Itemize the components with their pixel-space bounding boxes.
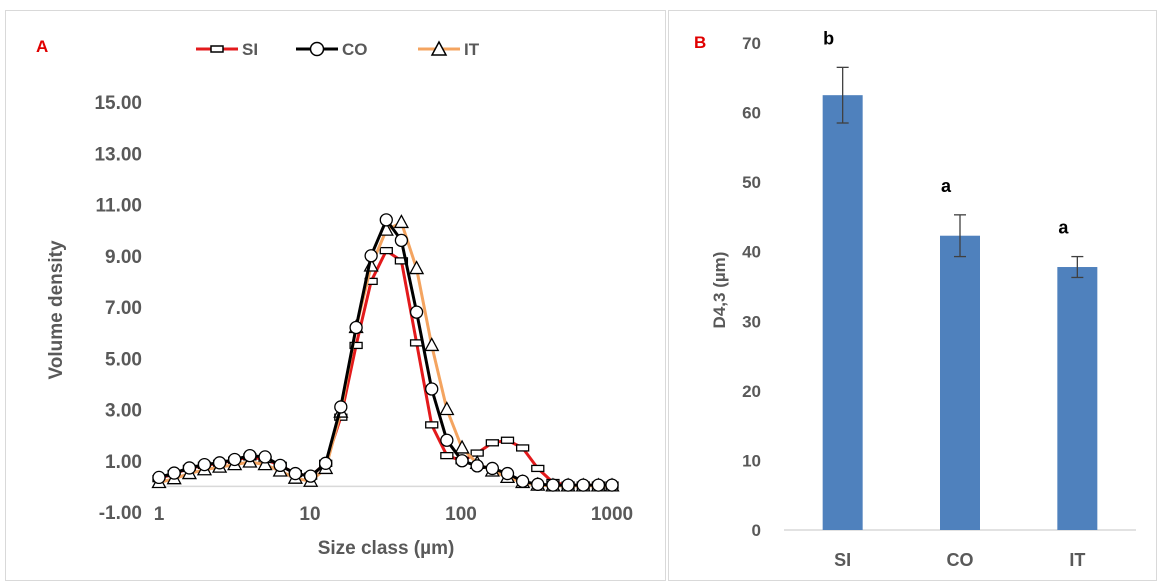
legend-it-label: IT xyxy=(464,40,480,59)
panel-a-x-tick-label: 10 xyxy=(299,504,320,525)
co-point xyxy=(319,456,333,470)
co-point xyxy=(576,478,590,492)
panel-a-y-tick-label: 9.00 xyxy=(105,247,142,268)
si-point xyxy=(531,464,545,473)
panel-b-y-tick-label: 70 xyxy=(742,34,761,53)
x-category-label-co: CO xyxy=(947,550,974,570)
co-point xyxy=(364,249,378,263)
co-point xyxy=(273,458,287,473)
co-point xyxy=(152,470,166,485)
co-point xyxy=(212,456,227,470)
bar-group-it: a IT xyxy=(1057,218,1098,570)
panel-a-y-tick-label: 15.00 xyxy=(94,93,142,114)
co-point xyxy=(515,474,530,488)
bar-group-si: b SI xyxy=(822,28,863,570)
bar-co xyxy=(940,235,980,530)
panel-b-y-tick-label: 20 xyxy=(742,382,761,401)
co-point xyxy=(455,454,469,468)
panel-a-series xyxy=(151,213,620,492)
panel-a-legend: SI CO IT xyxy=(196,40,480,59)
significance-letter-si: b xyxy=(823,28,834,48)
si-point xyxy=(485,439,500,447)
legend-it-marker xyxy=(430,40,448,56)
it-point xyxy=(393,214,409,229)
panel-a-y-tick-label: 13.00 xyxy=(94,144,142,165)
panel-a-axes: -1.00 1.00 3.00 5.00 7.00 9.00 11.00 13.00 15.00… xyxy=(94,93,633,525)
co-point xyxy=(243,448,257,463)
it-point xyxy=(454,439,470,454)
co-point xyxy=(605,478,619,492)
co-point xyxy=(167,466,181,480)
si-point xyxy=(349,341,363,350)
bar-si xyxy=(822,95,863,530)
panel-a-x-tick-label: 1 xyxy=(154,504,165,525)
panel-b-y-tick-label: 30 xyxy=(742,312,761,331)
si-point xyxy=(515,444,530,452)
panel-a-x-tick-label: 1000 xyxy=(591,504,633,525)
x-category-label-it: IT xyxy=(1069,550,1085,570)
co-point xyxy=(379,213,393,227)
legend-co-marker xyxy=(309,41,325,57)
si-point xyxy=(500,436,515,444)
si-point xyxy=(425,421,439,429)
panel-a-y-tick-label: 11.00 xyxy=(96,196,143,217)
panel-b-y-axis-title: D4,3 (µm) xyxy=(710,252,729,329)
co-point xyxy=(288,466,303,481)
co-point xyxy=(258,450,272,464)
co-point xyxy=(485,461,500,476)
it-point xyxy=(408,260,425,275)
si-point xyxy=(379,246,393,255)
bar-group-co: a CO xyxy=(940,176,980,570)
panel-a-y-tick-label: 5.00 xyxy=(105,349,142,370)
panel-b-y-tick-label: 50 xyxy=(742,173,761,192)
co-point xyxy=(197,457,212,472)
co-point xyxy=(440,433,454,447)
it-point xyxy=(424,337,440,352)
co-point xyxy=(228,452,242,467)
panel-a-y-tick-label: 3.00 xyxy=(105,401,142,422)
it-point xyxy=(439,401,455,416)
panel-a-y-tick-label: -1.00 xyxy=(99,503,142,524)
co-point xyxy=(349,320,363,335)
co-point xyxy=(409,305,424,319)
significance-letter-co: a xyxy=(941,176,952,196)
legend-si-label: SI xyxy=(242,40,258,59)
bar-it xyxy=(1057,267,1098,530)
panel-a-y-axis-title: Volume density xyxy=(46,240,67,379)
co-point xyxy=(394,233,409,248)
si-point xyxy=(440,451,454,460)
co-point xyxy=(334,400,348,414)
panel-b-letter: B xyxy=(694,33,706,52)
significance-letter-it: a xyxy=(1058,218,1069,238)
panel-b-y-tick-label: 60 xyxy=(742,104,761,123)
co-point xyxy=(500,466,515,481)
co-point xyxy=(531,477,545,491)
co-point xyxy=(546,478,560,492)
co-point xyxy=(470,459,484,473)
panel-a-y-tick-label: 7.00 xyxy=(105,298,142,319)
panel-b-y-tick-label: 10 xyxy=(742,451,761,470)
series-co xyxy=(152,213,619,492)
panel-b-bars: b SI a CO a IT xyxy=(822,28,1098,570)
co-point xyxy=(561,478,575,492)
co-point xyxy=(425,382,439,396)
si-point xyxy=(394,257,409,265)
co-point xyxy=(182,461,197,475)
panel-a-x-axis-title: Size class (µm) xyxy=(318,538,455,559)
panel-b-axes: 0 10 20 30 40 50 60 70 xyxy=(742,34,1136,540)
co-point xyxy=(591,478,606,492)
legend-co-label: CO xyxy=(342,40,368,59)
panel-a-letter: A xyxy=(36,37,48,56)
panel-b-y-tick-label: 0 xyxy=(752,521,761,540)
it-point xyxy=(257,456,273,471)
x-category-label-si: SI xyxy=(834,550,851,570)
panel-b-y-tick-label: 40 xyxy=(742,243,761,262)
panel-a-y-tick-label: 1.00 xyxy=(105,452,142,473)
legend-si-marker xyxy=(210,45,224,53)
panel-a-x-tick-label: 100 xyxy=(445,504,477,525)
co-point xyxy=(304,469,318,483)
